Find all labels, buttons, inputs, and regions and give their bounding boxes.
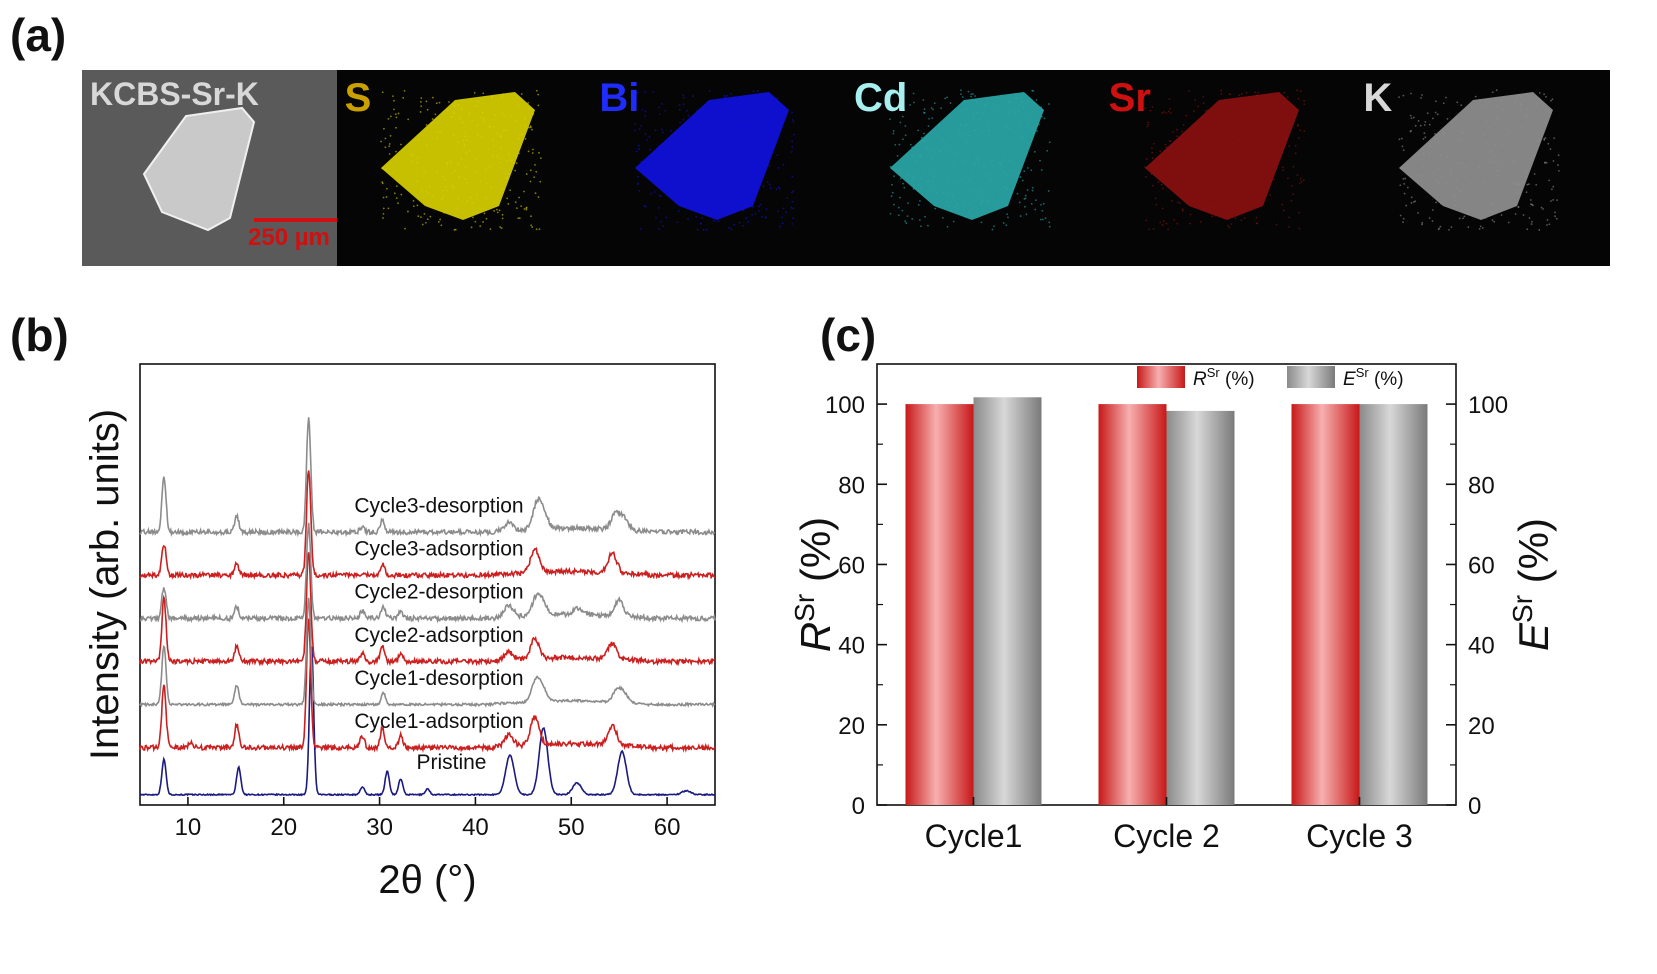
- bar-legend: RSr (%) ESr (%): [1137, 365, 1404, 390]
- crystal-shape: [1144, 92, 1299, 220]
- scale-bar: [254, 218, 337, 222]
- xrd-series-line: [139, 552, 716, 667]
- xrd-series-label: Cycle3-adsorption: [354, 538, 523, 561]
- eds-tile-bi: Bi: [591, 70, 846, 266]
- xrd-series-line: [139, 597, 716, 708]
- left-y-tick-label: 40: [838, 633, 865, 660]
- xrd-series-label: Pristine: [416, 751, 486, 774]
- xrd-series-label: Cycle1-desorption: [354, 667, 523, 690]
- eds-mapping-strip: KCBS-Sr-K 250 µm S Bi Cd Sr K: [82, 70, 1610, 266]
- eds-tile-label: Bi: [599, 76, 640, 120]
- xrd-x-axis-label: 2θ (°): [378, 858, 476, 902]
- crystal-shape: [142, 106, 256, 232]
- xrd-x-tick-label: 40: [462, 814, 489, 841]
- xrd-y-axis-label: Intensity (arb. units): [83, 409, 127, 760]
- eds-tile-label: KCBS-Sr-K: [90, 76, 259, 112]
- right-y-tick-label: 100: [1468, 392, 1508, 419]
- left-y-tick-label: 60: [838, 552, 865, 579]
- right-y-tick-label: 60: [1468, 552, 1495, 579]
- xrd-x-tick-label: 10: [175, 814, 202, 841]
- scale-bar-label: 250 µm: [248, 224, 330, 251]
- bar-category-label: Cycle1: [925, 818, 1023, 854]
- xrd-x-tick-label: 60: [654, 814, 681, 841]
- xrd-x-tick-label: 20: [270, 814, 297, 841]
- legend-label-r: RSr (%): [1193, 365, 1255, 390]
- xrd-series-label: Cycle2-adsorption: [354, 624, 523, 647]
- eds-tile-label: Cd: [854, 76, 908, 120]
- panel-label-b: (b): [10, 309, 69, 361]
- xrd-x-tick-label: 50: [558, 814, 585, 841]
- crystal-shape: [890, 92, 1044, 220]
- panel-label-c: (c): [820, 309, 877, 361]
- crystal-shape: [1399, 92, 1554, 220]
- xrd-series-line: [139, 470, 716, 581]
- right-y-axis-label: ESr (%): [1507, 518, 1557, 651]
- eds-tile-kcbs-sr-k: KCBS-Sr-K 250 µm: [82, 70, 337, 266]
- bar-e: [973, 397, 1042, 805]
- eds-tile-k: K: [1355, 70, 1610, 266]
- legend-swatch-e: [1287, 366, 1335, 388]
- xrd-chart: 10 20 30 40 50 60 Pristine Cycle1-adsorption Cyc…: [83, 363, 716, 902]
- xrd-series-line: [139, 618, 716, 754]
- left-y-tick-label: 0: [852, 793, 865, 820]
- bar-r: [1291, 404, 1360, 805]
- eds-tile-s: S: [336, 70, 592, 266]
- bar-chart: 0 0 20 20 40 40 60 60 80 80 100 100 Cycle1 Cycle 2 Cyc…: [789, 363, 1557, 854]
- xrd-series-line: [139, 417, 716, 538]
- eds-tile-label: S: [344, 76, 372, 120]
- xrd-series-label: Cycle2-desorption: [354, 581, 523, 604]
- right-y-tick-label: 0: [1468, 793, 1481, 820]
- eds-tile-label: Sr: [1108, 76, 1151, 120]
- xrd-series-line: [139, 646, 716, 797]
- crystal-shape: [635, 92, 790, 220]
- xrd-x-tick-label: 30: [366, 814, 393, 841]
- left-y-tick-label: 20: [838, 713, 865, 740]
- bar-category-label: Cycle 3: [1306, 818, 1413, 854]
- legend-swatch-r: [1137, 366, 1185, 388]
- eds-tile-cd: Cd: [846, 70, 1101, 266]
- bar-e: [1359, 404, 1428, 805]
- xrd-series-label: Cycle3-desorption: [354, 494, 523, 517]
- crystal-shape: [380, 92, 535, 220]
- bar-r: [905, 404, 974, 805]
- right-y-tick-label: 80: [1468, 472, 1495, 499]
- xrd-series-line: [139, 522, 716, 624]
- eds-tile-sr: Sr: [1100, 70, 1356, 266]
- legend-label-e: ESr (%): [1343, 365, 1404, 390]
- bar-category-label: Cycle 2: [1113, 818, 1220, 854]
- bar-r: [1098, 404, 1167, 805]
- left-y-tick-label: 100: [825, 392, 865, 419]
- eds-tile-label: K: [1363, 76, 1393, 120]
- right-y-tick-label: 40: [1468, 633, 1495, 660]
- xrd-series-label: Cycle1-adsorption: [354, 710, 523, 733]
- right-y-tick-label: 20: [1468, 713, 1495, 740]
- xrd-plot-frame: [139, 363, 716, 806]
- left-y-tick-label: 80: [838, 472, 865, 499]
- panel-label-a: (a): [10, 9, 67, 61]
- bar-e: [1166, 410, 1235, 805]
- left-y-axis-label: RSr (%): [789, 517, 839, 652]
